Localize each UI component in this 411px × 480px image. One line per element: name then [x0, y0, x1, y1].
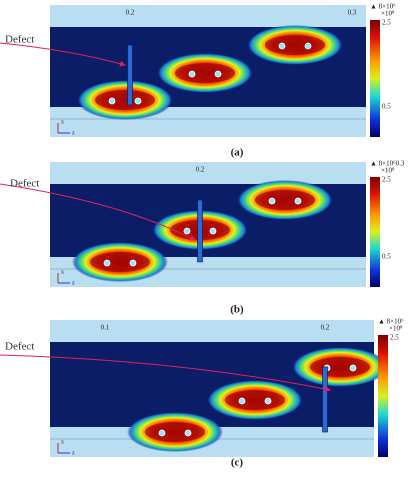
waveguide: [278, 42, 286, 50]
colorbar-unit: ×10⁸: [381, 10, 395, 18]
waveguide: [183, 227, 191, 235]
axis-tick: 0.2: [196, 166, 205, 174]
annotation: Defect: [5, 34, 34, 46]
axis-letter: x: [61, 269, 64, 275]
waveguide: [158, 429, 166, 437]
field-core: [310, 357, 370, 377]
colorbar: [370, 20, 380, 137]
waveguide: [108, 97, 116, 105]
colorbar-top: 2.5: [382, 176, 391, 184]
annotation-arrow: [0, 183, 196, 241]
waveguide: [188, 70, 196, 78]
panel-label lbl: (c): [231, 457, 244, 469]
waveguide: [129, 259, 137, 267]
field-core: [255, 190, 315, 210]
colorbar: [378, 335, 388, 457]
field-core: [145, 422, 205, 442]
field-core: [175, 63, 235, 83]
waveguide: [238, 397, 246, 405]
axis-letter: z: [72, 280, 75, 286]
waveguide: [209, 227, 217, 235]
axis-letter: z: [72, 450, 75, 456]
axis-letter: z: [72, 130, 75, 136]
colorbar-max: ▲ 8×10⁶0.3: [370, 160, 405, 168]
field-core: [225, 390, 285, 410]
colorbar-max: ▲ 8×10⁶: [378, 318, 404, 326]
axis-tick: 0.3: [348, 9, 357, 17]
annotation: Defect: [5, 341, 34, 353]
colorbar-top: 2.5: [390, 334, 399, 342]
colorbar-max: ▲ 8×10⁶: [370, 3, 396, 11]
colorbar-unit: ×10⁸: [381, 167, 395, 175]
waveguide: [103, 259, 111, 267]
annotation: Defect: [10, 178, 39, 190]
colorbar-bottom: 0.5: [382, 103, 391, 111]
axis-letter: x: [61, 119, 64, 125]
panel-label lbl: (a): [231, 147, 244, 159]
axis-tick: 0.1: [101, 324, 110, 332]
axis-tick: 0.2: [126, 9, 135, 17]
axis-letter: x: [61, 439, 64, 445]
field-core: [95, 90, 155, 110]
defect: [127, 44, 133, 106]
field-core: [265, 35, 325, 55]
waveguide: [134, 97, 142, 105]
colorbar-bottom: 0.5: [382, 253, 391, 261]
waveguide: [184, 429, 192, 437]
waveguide: [349, 364, 357, 372]
waveguide: [304, 42, 312, 50]
axis-tick: 0.2: [321, 324, 330, 332]
annotation-arrow: [0, 354, 331, 392]
field-core: [90, 252, 150, 272]
defect: [322, 366, 328, 433]
annotation-arrow: [0, 42, 126, 67]
waveguide: [264, 397, 272, 405]
waveguide: [294, 197, 302, 205]
panel-label lbl: (b): [230, 304, 244, 316]
waveguide: [214, 70, 222, 78]
defect: [197, 199, 203, 263]
colorbar: [370, 177, 380, 287]
waveguide: [268, 197, 276, 205]
colorbar-unit: ×10⁸: [389, 325, 403, 333]
colorbar-top: 2.5: [382, 19, 391, 27]
